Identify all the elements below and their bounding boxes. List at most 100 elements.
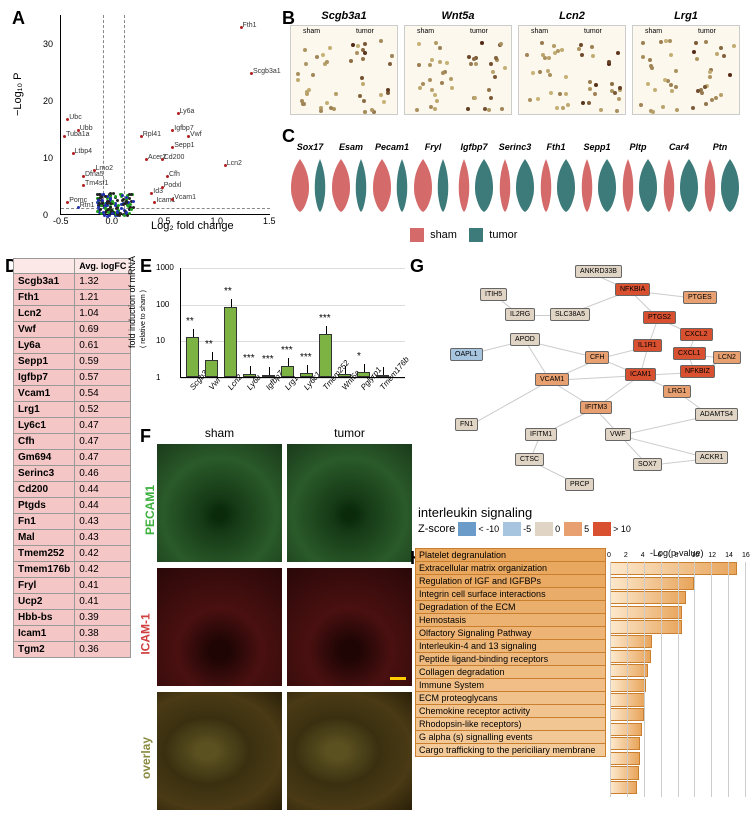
gene-table-container: Avg. logFCScgb3a11.32Fth11.21Lcn21.04Vwf… <box>13 258 133 658</box>
pathway-bar <box>610 664 648 677</box>
table-row: Lcn21.04 <box>14 306 131 322</box>
network-node: LCN2 <box>713 351 741 364</box>
volcano-gene-label: Rtn1 <box>80 202 95 209</box>
volcano-gene-label: Tuba1a <box>66 131 89 138</box>
table-row: Mal0.43 <box>14 530 131 546</box>
table-row: Lrg10.52 <box>14 402 131 418</box>
network-node: ANKRD33B <box>575 265 622 278</box>
network-node: IL2RG <box>505 308 535 321</box>
network-node: PRCP <box>565 478 594 491</box>
bar-significance: *** <box>262 354 274 365</box>
feature-condition-label: sham <box>303 28 320 35</box>
hbar-xtick: 8 <box>675 552 679 559</box>
network-node: IL1R1 <box>633 339 662 352</box>
volcano-gene-label: Ltbp4 <box>75 148 93 155</box>
microscopy-image <box>287 444 412 562</box>
feature-plot-title: Lrg1 <box>632 10 740 22</box>
volcano-gene-label: Cfh <box>169 171 180 178</box>
violin-title: Serinc3 <box>495 142 535 152</box>
feature-plot: shamtumor <box>404 25 512 115</box>
violin-plot: Serinc3 <box>495 142 535 212</box>
volcano-gene-label: Scgb3a1 <box>253 68 281 75</box>
zscore-tick: 5 <box>584 524 589 534</box>
volcano-gene-label: Tm4sf1 <box>85 180 108 187</box>
violin-plot: Sepp1 <box>577 142 617 212</box>
bar-significance: *** <box>281 345 293 356</box>
pathway-name: Integrin cell surface interactions <box>416 588 606 601</box>
network-node: PTGS2 <box>643 311 676 324</box>
network-node: OAPL1 <box>450 348 483 361</box>
violin-title: Pltp <box>618 142 658 152</box>
volcano-gene-label: Dfna5 <box>85 171 104 178</box>
network-edge <box>470 380 550 426</box>
network-node: SLC38A5 <box>550 308 590 321</box>
network-node: VWF <box>605 428 631 441</box>
violin-title: Sepp1 <box>577 142 617 152</box>
legend-sham-box <box>410 228 424 242</box>
micro-row-label: overlay <box>139 737 153 779</box>
microscopy-image <box>157 692 282 810</box>
table-row: Tmem2520.42 <box>14 546 131 562</box>
table-row: Serinc30.46 <box>14 466 131 482</box>
feature-condition-label: tumor <box>584 28 602 35</box>
network-node: LRG1 <box>663 385 691 398</box>
table-row: Tgm20.36 <box>14 642 131 658</box>
hbar-xtick: 6 <box>658 552 662 559</box>
violin-plot: Sox17 <box>290 142 330 212</box>
table-row: Ucp20.41 <box>14 594 131 610</box>
violin-plot: Ptn <box>700 142 740 212</box>
pathway-name: Olfactory Signaling Pathway <box>416 627 606 640</box>
bar <box>224 307 237 377</box>
micro-row-label: PECAM1 <box>143 485 157 535</box>
feature-plot: shamtumor <box>632 25 740 115</box>
network-node: CXCL1 <box>673 347 706 360</box>
pathway-bar <box>610 577 694 590</box>
feature-condition-label: sham <box>417 28 434 35</box>
violin-title: Fryl <box>413 142 453 152</box>
violin-plot: Pltp <box>618 142 658 212</box>
table-row: Gm6940.47 <box>14 450 131 466</box>
gene-table: Avg. logFCScgb3a11.32Fth11.21Lcn21.04Vwf… <box>13 258 131 658</box>
micro-column-header: sham <box>157 426 282 440</box>
bar-ytick: 1000 <box>156 263 174 272</box>
violin-plot: Fth1 <box>536 142 576 212</box>
network-node: CFH <box>585 351 609 364</box>
bar <box>319 334 332 377</box>
violin-plot: Igfbp7 <box>454 142 494 212</box>
pathway-name: Degradation of the ECM <box>416 601 606 614</box>
g-title: interleukin signaling <box>418 505 635 520</box>
volcano-gene-label: Lcn2 <box>227 160 242 167</box>
volcano-gene-label: Fth1 <box>243 22 257 29</box>
network-node: IFITM3 <box>580 401 612 414</box>
table-row: Igfbp70.57 <box>14 370 131 386</box>
hbar-xtick: 12 <box>708 552 716 559</box>
table-row: Vcam10.54 <box>14 386 131 402</box>
zscore-label: Z-score <box>418 523 455 535</box>
bar-significance: *** <box>300 352 312 363</box>
microscopy-image <box>287 692 412 810</box>
hbar-xtick: 16 <box>742 552 750 559</box>
network-node: CXCL2 <box>680 328 713 341</box>
feature-plot: shamtumor <box>290 25 398 115</box>
pathway-name: Extracellular matrix organization <box>416 562 606 575</box>
feature-plot-title: Scgb3a1 <box>290 10 398 22</box>
pathway-bar <box>610 562 737 575</box>
feature-plot-title: Lcn2 <box>518 10 626 22</box>
table-row: Vwf0.69 <box>14 322 131 338</box>
table-row: Fn10.43 <box>14 514 131 530</box>
network-node: ADAMTS4 <box>695 408 738 421</box>
network-node: IFITM1 <box>525 428 557 441</box>
feature-condition-label: sham <box>645 28 662 35</box>
pathway-bar <box>610 591 686 604</box>
volcano-gene-label: Podxl <box>164 182 182 189</box>
bar-significance: ** <box>186 316 194 327</box>
microscopy-image <box>157 568 282 686</box>
violin-plot: Car4 <box>659 142 699 212</box>
pathway-panel: Platelet degranulationExtracellular matr… <box>415 548 745 818</box>
pathway-bar <box>610 679 646 692</box>
hbar-xtick: 4 <box>641 552 645 559</box>
pathway-bar <box>610 766 639 779</box>
pathway-bar <box>610 606 682 619</box>
bar-chart: fold induction of mRNA( relative to sham… <box>145 258 405 418</box>
bar <box>186 337 199 377</box>
